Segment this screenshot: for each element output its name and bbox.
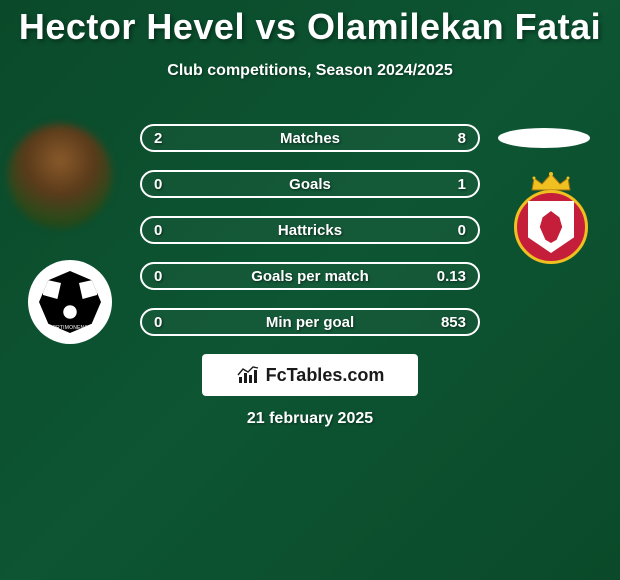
stat-label: Min per goal — [142, 314, 478, 331]
crown-icon — [528, 172, 574, 192]
page-title: Hector Hevel vs Olamilekan Fatai — [0, 0, 620, 48]
stat-label: Goals — [142, 176, 478, 193]
subtitle: Club competitions, Season 2024/2025 — [0, 62, 620, 80]
brand-text: FcTables.com — [266, 365, 385, 386]
stat-row: 0 Min per goal 853 — [140, 308, 480, 336]
stat-row: 0 Goals 1 — [140, 170, 480, 198]
brand-badge: FcTables.com — [202, 354, 418, 396]
stat-label: Hattricks — [142, 222, 478, 239]
stat-row: 0 Goals per match 0.13 — [140, 262, 480, 290]
stat-row: 0 Hattricks 0 — [140, 216, 480, 244]
stats-table: 2 Matches 8 0 Goals 1 0 Hattricks 0 0 Go… — [140, 124, 480, 354]
club-left-badge: PORTIMONENSE — [28, 260, 112, 344]
stat-row: 2 Matches 8 — [140, 124, 480, 152]
player-left-avatar — [8, 124, 112, 228]
player-right-avatar — [498, 128, 590, 148]
chart-icon — [236, 365, 260, 385]
stat-label: Matches — [142, 130, 478, 147]
footer-date: 21 february 2025 — [0, 410, 620, 428]
stat-label: Goals per match — [142, 268, 478, 285]
club-right-badge — [502, 178, 600, 262]
